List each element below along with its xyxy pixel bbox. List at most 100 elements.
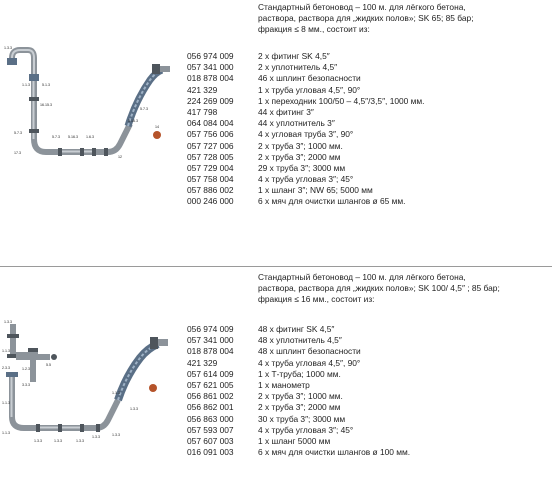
item-code: 057 886 002: [187, 185, 234, 196]
item-code: 018 878 004: [187, 73, 234, 84]
list-item: 018 878 004 48 x шплинт безопасности: [187, 346, 410, 357]
item-code: 224 269 009: [187, 95, 234, 106]
item-text: 2 x фитинг SK 4,5″: [258, 51, 330, 61]
svg-text:1.3.3: 1.3.3: [54, 439, 62, 443]
svg-text:1.1.3: 1.1.3: [22, 83, 30, 87]
list-item: 000 246 000 6 x мяч для очистки шлангов ø…: [187, 196, 425, 207]
item-text: 2 x труба 3″; 2000 мм: [258, 402, 341, 413]
item-text: 1 x манометр: [258, 379, 310, 390]
hose-1: [124, 64, 170, 128]
set-2-description: Стандартный бетоновод – 100 м. для лёгко…: [258, 272, 500, 304]
item-text: 29 x труба 3″; 3000 мм: [258, 162, 346, 173]
item-code: 057 341 000: [187, 335, 234, 346]
svg-text:5.16.3: 5.16.3: [128, 119, 138, 123]
item-text: 4 x труба угловая 3″; 45°: [258, 424, 354, 435]
list-item: 421 329 1 x труба угловая 4,5″, 90°: [187, 85, 425, 96]
item-text: 4 x труба угловая 3″; 45°: [258, 174, 354, 185]
pipeline-set-2: 1.3.3 1.1.3 2.3.3 1.2.3 5.5 3.3.3 1.1.3 …: [0, 270, 552, 486]
svg-text:5.5: 5.5: [46, 363, 51, 367]
list-item: 421 329 4 x труба угловая 4,5″, 90°: [187, 358, 410, 369]
item-code: 056 974 009: [187, 324, 234, 334]
list-item: 057 758 004 4 x труба угловая 3″; 45°: [187, 174, 425, 185]
item-code: 417 798: [187, 106, 218, 117]
list-item: 417 798 44 x фитинг 3″: [187, 107, 425, 118]
item-text: 1 x шланг 3″; NW 65; 5000 мм: [258, 185, 373, 196]
item-text: 1 x труба угловая 4,5″, 90°: [258, 84, 361, 95]
item-code: 057 614 009: [187, 368, 234, 379]
svg-text:1.3.3: 1.3.3: [92, 435, 100, 439]
pipeline-diagram-1: 1.3.3 1.1.3 5.1.3 16.15.3 5.7.3 5.7.3 5.…: [4, 46, 170, 159]
svg-text:1.2.3: 1.2.3: [22, 367, 30, 371]
set-1-description: Стандартный бетоновод – 100 м. для лёгко…: [258, 2, 474, 34]
svg-text:5.16.3: 5.16.3: [68, 135, 78, 139]
svg-text:5.7.3: 5.7.3: [14, 131, 22, 135]
svg-text:2.3.3: 2.3.3: [2, 366, 10, 370]
item-code: 057 621 005: [187, 379, 234, 390]
item-text: 48 x уплотнитель 4,5″: [258, 335, 342, 346]
svg-text:1.1.3: 1.1.3: [112, 391, 120, 395]
cleaning-ball-icon: [149, 384, 157, 392]
list-item: 057 341 000 48 x уплотнитель 4,5″: [187, 335, 410, 346]
svg-text:5.1.3: 5.1.3: [42, 83, 50, 87]
svg-text:1.1.3: 1.1.3: [2, 401, 10, 405]
item-code: 064 084 004: [187, 118, 234, 129]
item-text: 46 x шплинт безопасности: [258, 73, 361, 84]
list-item: 056 974 009 2 x фитинг SK 4,5″: [187, 51, 425, 62]
list-item: 057 728 005 2 x труба 3″; 2000 мм: [187, 152, 425, 163]
pipe-assembly-left: [7, 47, 133, 156]
item-text: 44 x фитинг 3″: [258, 106, 314, 117]
cleaning-ball-icon: [153, 131, 161, 139]
item-code: 057 756 006: [187, 129, 234, 140]
pipeline-diagram-2: 1.3.3 1.1.3 2.3.3 1.2.3 5.5 3.3.3 1.1.3 …: [2, 320, 168, 443]
item-text: 4 x труба угловая 4,5″, 90°: [258, 357, 361, 368]
list-item: 056 862 001 2 x труба 3″; 2000 мм: [187, 402, 410, 413]
svg-text:1.3.3: 1.3.3: [130, 407, 138, 411]
svg-text:3.3.3: 3.3.3: [22, 383, 30, 387]
svg-text:14: 14: [155, 125, 159, 129]
list-item: 056 974 009 48 x фитинг SK 4,5″: [187, 324, 410, 335]
list-item: 057 756 006 4 x угловая труба 3″, 90°: [187, 129, 425, 140]
item-code: 057 729 004: [187, 162, 234, 173]
item-text: 2 x труба 3″; 1000 мм.: [258, 391, 343, 402]
item-code: 056 863 000: [187, 413, 234, 424]
item-code: 018 878 004: [187, 346, 234, 357]
item-code: 000 246 000: [187, 196, 234, 207]
pipeline-set-1: 1.3.3 1.1.3 5.1.3 16.15.3 5.7.3 5.7.3 5.…: [4, 2, 474, 208]
svg-text:1.3.3: 1.3.3: [76, 439, 84, 443]
svg-text:1.3.3: 1.3.3: [34, 439, 42, 443]
svg-text:5.7.3: 5.7.3: [52, 135, 60, 139]
list-item: 224 269 009 1 x переходник 100/50 – 4,5″/…: [187, 96, 425, 107]
set-1-items: 056 974 009 2 x фитинг SK 4,5″ 057 341 00…: [187, 51, 425, 208]
svg-text:1.3.3: 1.3.3: [4, 46, 12, 50]
item-text: 4 x угловая труба 3″, 90°: [258, 129, 354, 140]
list-item: 016 091 003 6 x мяч для очистки шлангов ø…: [187, 447, 410, 458]
list-item: 057 729 004 29 x труба 3″; 3000 мм: [187, 163, 425, 174]
section-divider: [0, 266, 552, 267]
svg-text:1.3.3: 1.3.3: [112, 433, 120, 437]
item-text: 44 x уплотнитель 3″: [258, 118, 335, 129]
item-text: 2 x уплотнитель 4,5″: [258, 62, 338, 73]
item-code: 056 974 009: [187, 51, 234, 61]
list-item: 064 084 004 44 x уплотнитель 3″: [187, 118, 425, 129]
item-text: 1 x шланг 5000 мм: [258, 435, 331, 446]
item-code: 057 607 003: [187, 435, 234, 446]
list-item: 057 341 000 2 x уплотнитель 4,5″: [187, 62, 425, 73]
svg-text:1.1.3: 1.1.3: [2, 431, 10, 435]
item-text: 6 x мяч для очистки шлангов ø 65 мм.: [258, 196, 406, 207]
pipe-assembly-left-2: [6, 324, 121, 432]
svg-text:16.15.3: 16.15.3: [40, 103, 52, 107]
item-text: 48 x фитинг SK 4,5″: [258, 324, 335, 334]
item-text: 48 x шплинт безопасности: [258, 346, 361, 357]
list-item: 057 593 007 4 x труба угловая 3″; 45°: [187, 425, 410, 436]
item-code: 016 091 003: [187, 447, 234, 458]
item-code: 057 728 005: [187, 151, 234, 162]
list-item: 056 861 002 2 x труба 3″; 1000 мм.: [187, 391, 410, 402]
svg-text:17.3: 17.3: [14, 151, 21, 155]
item-text: 1 x Т-труба; 1000 мм.: [258, 368, 341, 379]
list-item: 057 727 006 2 x труба 3″; 1000 мм.: [187, 141, 425, 152]
item-text: 1 x переходник 100/50 – 4,5″/3,5″, 1000 …: [258, 95, 425, 106]
item-code: 057 341 000: [187, 62, 234, 73]
list-item: 018 878 004 46 x шплинт безопасности: [187, 73, 425, 84]
set-2-items: 056 974 009 48 x фитинг SK 4,5″ 057 341 0…: [187, 324, 410, 458]
svg-text:1.6.3: 1.6.3: [86, 135, 94, 139]
